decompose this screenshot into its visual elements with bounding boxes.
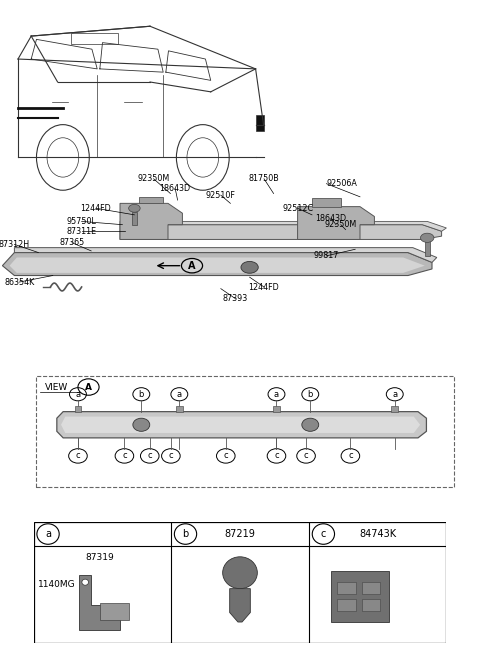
Text: 87365: 87365	[60, 238, 84, 247]
Polygon shape	[312, 199, 341, 207]
Circle shape	[420, 234, 434, 243]
Bar	[337, 583, 356, 594]
Text: b: b	[308, 390, 313, 399]
Text: 92506A: 92506A	[326, 179, 357, 188]
Polygon shape	[331, 571, 389, 622]
Text: VIEW: VIEW	[45, 382, 69, 392]
Circle shape	[223, 557, 257, 588]
Polygon shape	[57, 412, 426, 438]
Text: a: a	[75, 390, 81, 399]
Text: 1140MG: 1140MG	[37, 580, 75, 588]
Text: c: c	[274, 451, 279, 461]
Text: 92350M: 92350M	[324, 220, 357, 229]
Text: 18643D: 18643D	[316, 214, 347, 222]
Bar	[425, 241, 430, 256]
Polygon shape	[120, 224, 442, 239]
Text: A: A	[85, 382, 92, 392]
Polygon shape	[120, 222, 446, 232]
Text: c: c	[224, 451, 228, 461]
Bar	[132, 212, 137, 224]
Text: 87319: 87319	[85, 553, 114, 562]
Text: 99817: 99817	[314, 251, 339, 260]
Polygon shape	[229, 588, 251, 622]
Text: 92512C: 92512C	[282, 204, 313, 213]
Text: b: b	[139, 390, 144, 399]
Bar	[337, 600, 356, 611]
Text: b: b	[182, 529, 189, 539]
Text: 95750L: 95750L	[67, 217, 96, 226]
Circle shape	[82, 579, 88, 585]
Circle shape	[302, 419, 319, 432]
Text: 87393: 87393	[223, 294, 248, 303]
Text: c: c	[348, 451, 353, 461]
Bar	[74, 405, 81, 412]
Text: a: a	[392, 390, 397, 399]
Text: 1244FD: 1244FD	[81, 204, 111, 213]
Text: c: c	[168, 451, 173, 461]
Text: c: c	[321, 529, 326, 539]
Text: 84743K: 84743K	[360, 529, 397, 539]
Bar	[362, 600, 380, 611]
Polygon shape	[2, 253, 432, 276]
Text: c: c	[147, 451, 152, 461]
Circle shape	[129, 205, 140, 213]
Text: 92350M: 92350M	[137, 174, 170, 183]
Polygon shape	[139, 197, 163, 203]
Polygon shape	[10, 257, 425, 273]
Text: 86354K: 86354K	[4, 277, 35, 287]
Bar	[362, 583, 380, 594]
Text: 92510F: 92510F	[206, 191, 236, 199]
Bar	[391, 405, 398, 412]
Text: 1244FD: 1244FD	[249, 283, 279, 291]
Text: c: c	[304, 451, 308, 461]
Circle shape	[241, 262, 258, 274]
Text: 87219: 87219	[225, 529, 255, 539]
Text: a: a	[177, 390, 182, 399]
Text: A: A	[188, 260, 196, 271]
Polygon shape	[61, 417, 420, 433]
Text: a: a	[274, 390, 279, 399]
Circle shape	[133, 419, 150, 432]
Text: c: c	[76, 451, 80, 461]
Polygon shape	[256, 115, 264, 131]
Text: a: a	[45, 529, 51, 539]
Text: 87312H: 87312H	[0, 240, 30, 249]
Text: 81750B: 81750B	[249, 174, 279, 183]
Polygon shape	[120, 203, 182, 239]
Bar	[176, 405, 183, 412]
Text: c: c	[122, 451, 127, 461]
Polygon shape	[14, 248, 437, 262]
Text: 87311E: 87311E	[67, 227, 96, 236]
Polygon shape	[298, 207, 374, 239]
Polygon shape	[100, 603, 129, 620]
Polygon shape	[79, 575, 120, 630]
Bar	[71, 33, 118, 44]
Text: 18643D: 18643D	[160, 184, 191, 193]
Bar	[273, 405, 280, 412]
